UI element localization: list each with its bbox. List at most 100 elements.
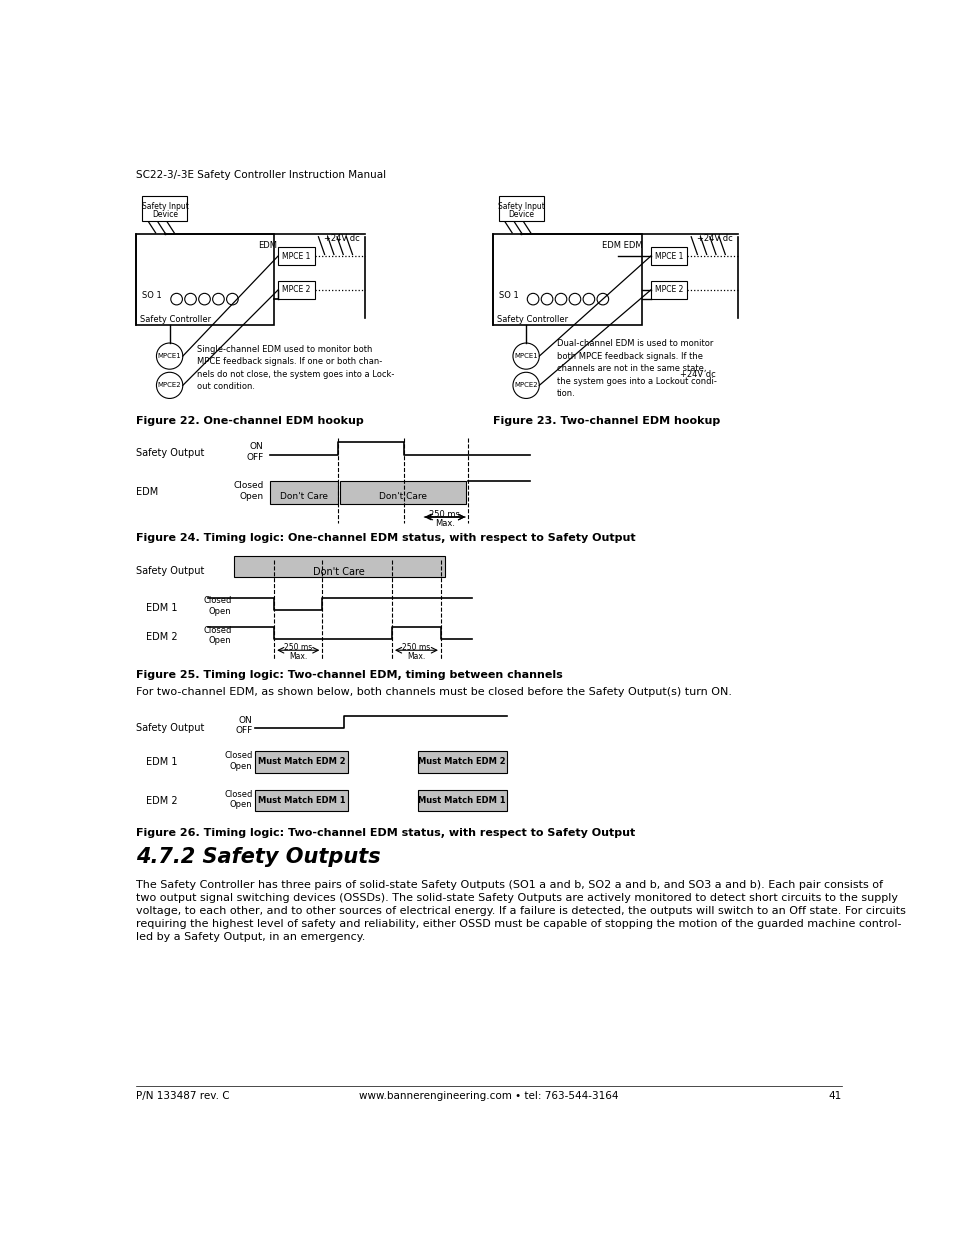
Circle shape <box>555 294 566 305</box>
Text: +24V dc: +24V dc <box>696 235 732 243</box>
Circle shape <box>213 294 224 305</box>
Text: led by a Safety Output, in an emergency.: led by a Safety Output, in an emergency. <box>136 932 365 942</box>
Text: Open: Open <box>239 492 263 500</box>
Text: P/N 133487 rev. C: P/N 133487 rev. C <box>136 1092 230 1102</box>
Text: Safety Controller: Safety Controller <box>140 315 211 324</box>
Text: MPCE1: MPCE1 <box>157 353 181 359</box>
Bar <box>417 751 506 773</box>
Circle shape <box>513 343 538 369</box>
Text: The Safety Controller has three pairs of solid-state Safety Outputs (SO1 a and b: The Safety Controller has three pairs of… <box>136 879 882 889</box>
Text: Safety Input: Safety Input <box>141 203 188 211</box>
Text: Device: Device <box>508 210 534 219</box>
Circle shape <box>156 343 183 369</box>
Text: Figure 24. Timing logic: One-channel EDM status, with respect to Safety Output: Figure 24. Timing logic: One-channel EDM… <box>136 534 636 543</box>
Text: EDM 2: EDM 2 <box>146 632 178 642</box>
Text: Open: Open <box>230 762 253 771</box>
Text: requiring the highest level of safety and reliability, either OSSD must be capab: requiring the highest level of safety an… <box>136 919 901 929</box>
Text: Closed: Closed <box>224 751 253 760</box>
Text: OFF: OFF <box>246 453 263 462</box>
Circle shape <box>227 294 238 305</box>
Bar <box>270 480 337 504</box>
Text: MPCE 1: MPCE 1 <box>282 252 310 261</box>
Text: Closed: Closed <box>233 480 263 490</box>
Bar <box>417 789 506 811</box>
Text: Must Match EDM 2: Must Match EDM 2 <box>257 757 345 767</box>
Bar <box>254 789 348 811</box>
Bar <box>493 235 641 325</box>
Circle shape <box>582 294 594 305</box>
Bar <box>498 196 543 221</box>
Bar <box>650 247 686 266</box>
Text: Safety Output: Safety Output <box>136 566 205 576</box>
Circle shape <box>569 294 580 305</box>
Text: EDM: EDM <box>258 241 277 249</box>
Text: MPCE1: MPCE1 <box>514 353 537 359</box>
Text: voltage, to each other, and to other sources of electrical energy. If a failure : voltage, to each other, and to other sou… <box>136 906 905 916</box>
Text: 4.7.2 Safety Outputs: 4.7.2 Safety Outputs <box>136 847 380 867</box>
Bar <box>136 235 274 325</box>
Text: Device: Device <box>152 210 178 219</box>
Text: Safety Input: Safety Input <box>497 203 544 211</box>
Bar <box>254 751 348 773</box>
Bar <box>233 556 444 577</box>
Text: Safety Controller: Safety Controller <box>497 315 567 324</box>
Text: Safety Output: Safety Output <box>136 722 205 732</box>
Text: two output signal switching devices (OSSDs). The solid-state Safety Outputs are : two output signal switching devices (OSS… <box>136 893 898 903</box>
Circle shape <box>156 372 183 399</box>
Circle shape <box>513 372 538 399</box>
Text: 250 ms: 250 ms <box>402 642 430 652</box>
Text: 250 ms: 250 ms <box>429 510 459 519</box>
Text: Don't Care: Don't Care <box>280 493 328 501</box>
Text: Max.: Max. <box>407 652 425 661</box>
Text: Open: Open <box>230 800 253 809</box>
Text: MPCE2: MPCE2 <box>157 383 181 388</box>
Text: For two-channel EDM, as shown below, both channels must be closed before the Saf: For two-channel EDM, as shown below, bot… <box>136 687 732 698</box>
Bar <box>278 280 314 299</box>
Text: EDM 2: EDM 2 <box>146 795 178 805</box>
Text: EDM 1: EDM 1 <box>146 603 177 613</box>
Text: Safety Output: Safety Output <box>136 448 205 458</box>
Bar <box>142 196 187 221</box>
Text: MPCE2: MPCE2 <box>514 383 537 388</box>
Text: Dual-channel EDM is used to monitor
both MPCE feedback signals. If the
channels : Dual-channel EDM is used to monitor both… <box>557 340 717 398</box>
Text: www.bannerengineering.com • tel: 763-544-3164: www.bannerengineering.com • tel: 763-544… <box>358 1092 618 1102</box>
Text: EDM 1: EDM 1 <box>146 757 177 767</box>
Text: Must Match EDM 1: Must Match EDM 1 <box>257 795 345 805</box>
Text: EDM: EDM <box>136 487 158 496</box>
Text: Figure 22. One-channel EDM hookup: Figure 22. One-channel EDM hookup <box>136 416 364 426</box>
Text: +24V dc: +24V dc <box>679 370 715 379</box>
Circle shape <box>527 294 538 305</box>
Text: 41: 41 <box>827 1092 841 1102</box>
Text: +24V dc: +24V dc <box>323 235 359 243</box>
Circle shape <box>597 294 608 305</box>
Circle shape <box>198 294 210 305</box>
Text: Must Match EDM 2: Must Match EDM 2 <box>418 757 505 767</box>
Text: Single-channel EDM used to monitor both
MPCE feedback signals. If one or both ch: Single-channel EDM used to monitor both … <box>196 345 394 391</box>
Text: SC22-3/-3E Safety Controller Instruction Manual: SC22-3/-3E Safety Controller Instruction… <box>136 169 386 180</box>
Bar <box>650 280 686 299</box>
Text: Closed: Closed <box>203 626 232 635</box>
Text: Must Match EDM 1: Must Match EDM 1 <box>418 795 505 805</box>
Text: Open: Open <box>209 636 232 646</box>
Text: Max.: Max. <box>435 520 455 529</box>
Text: Max.: Max. <box>289 652 307 661</box>
Circle shape <box>540 294 553 305</box>
Text: SO 1: SO 1 <box>498 291 518 300</box>
Text: MPCE 2: MPCE 2 <box>282 285 310 294</box>
Text: Don't Care: Don't Care <box>378 493 426 501</box>
Circle shape <box>171 294 182 305</box>
Circle shape <box>185 294 196 305</box>
Text: EDM EDM: EDM EDM <box>601 241 642 249</box>
Text: MPCE 2: MPCE 2 <box>655 285 682 294</box>
Text: OFF: OFF <box>235 726 253 736</box>
Text: Open: Open <box>209 608 232 616</box>
Text: Figure 26. Timing logic: Two-channel EDM status, with respect to Safety Output: Figure 26. Timing logic: Two-channel EDM… <box>136 829 635 839</box>
Bar <box>340 480 465 504</box>
Text: SO 1: SO 1 <box>142 291 162 300</box>
Text: Closed: Closed <box>203 597 232 605</box>
Text: Figure 25. Timing logic: Two-channel EDM, timing between channels: Figure 25. Timing logic: Two-channel EDM… <box>136 671 562 680</box>
Text: 250 ms: 250 ms <box>284 642 312 652</box>
Text: MPCE 1: MPCE 1 <box>655 252 682 261</box>
Text: ON: ON <box>238 716 253 725</box>
Text: Figure 23. Two-channel EDM hookup: Figure 23. Two-channel EDM hookup <box>493 416 720 426</box>
